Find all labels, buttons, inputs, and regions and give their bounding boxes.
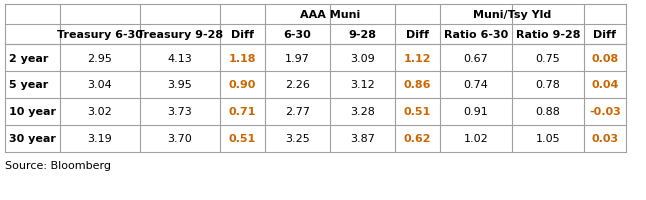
Text: 0.51: 0.51 [229,134,256,144]
Text: 3.19: 3.19 [88,134,112,144]
Text: 0.71: 0.71 [229,107,256,117]
Text: 0.08: 0.08 [591,53,619,63]
Text: Diff: Diff [594,30,616,40]
Text: 2.77: 2.77 [285,107,310,117]
Text: 0.91: 0.91 [464,107,488,117]
Text: 1.12: 1.12 [404,53,432,63]
Text: 1.97: 1.97 [285,53,310,63]
Text: 3.09: 3.09 [350,53,375,63]
Text: Treasury 9-28: Treasury 9-28 [137,30,223,40]
Text: Source: Bloomberg: Source: Bloomberg [5,160,111,170]
Text: Ratio 9-28: Ratio 9-28 [516,30,580,40]
Text: Muni/Tsy Yld: Muni/Tsy Yld [473,10,551,20]
Text: 0.86: 0.86 [404,80,432,90]
Text: 3.73: 3.73 [167,107,193,117]
Text: 6-30: 6-30 [284,30,311,40]
Text: 3.70: 3.70 [167,134,193,144]
Text: AAA Muni: AAA Muni [300,10,360,20]
Text: 3.87: 3.87 [350,134,375,144]
Text: 1.02: 1.02 [464,134,488,144]
Text: 0.51: 0.51 [404,107,431,117]
Text: 2.95: 2.95 [88,53,112,63]
Text: 0.67: 0.67 [464,53,488,63]
Text: 2.26: 2.26 [285,80,310,90]
Text: 0.90: 0.90 [229,80,256,90]
Text: -0.03: -0.03 [589,107,621,117]
Text: 3.25: 3.25 [285,134,310,144]
Text: Diff: Diff [231,30,254,40]
Text: 3.95: 3.95 [167,80,193,90]
Text: 2 year: 2 year [9,53,48,63]
Text: 3.12: 3.12 [350,80,375,90]
Text: 3.28: 3.28 [350,107,375,117]
Text: 1.05: 1.05 [536,134,560,144]
Text: 0.04: 0.04 [591,80,619,90]
Text: 3.02: 3.02 [88,107,112,117]
Text: Ratio 6-30: Ratio 6-30 [444,30,508,40]
Text: 3.04: 3.04 [88,80,112,90]
Text: 0.03: 0.03 [592,134,619,144]
Text: 0.75: 0.75 [536,53,560,63]
Text: Diff: Diff [406,30,429,40]
Text: 0.88: 0.88 [536,107,561,117]
Text: 5 year: 5 year [9,80,48,90]
Text: 10 year: 10 year [9,107,56,117]
Text: 1.18: 1.18 [229,53,256,63]
Text: 0.74: 0.74 [464,80,488,90]
Text: 4.13: 4.13 [167,53,193,63]
Text: Treasury 6-30: Treasury 6-30 [57,30,143,40]
Text: 9-28: 9-28 [348,30,377,40]
Text: 0.78: 0.78 [536,80,561,90]
Text: 0.62: 0.62 [404,134,432,144]
Text: 30 year: 30 year [9,134,56,144]
